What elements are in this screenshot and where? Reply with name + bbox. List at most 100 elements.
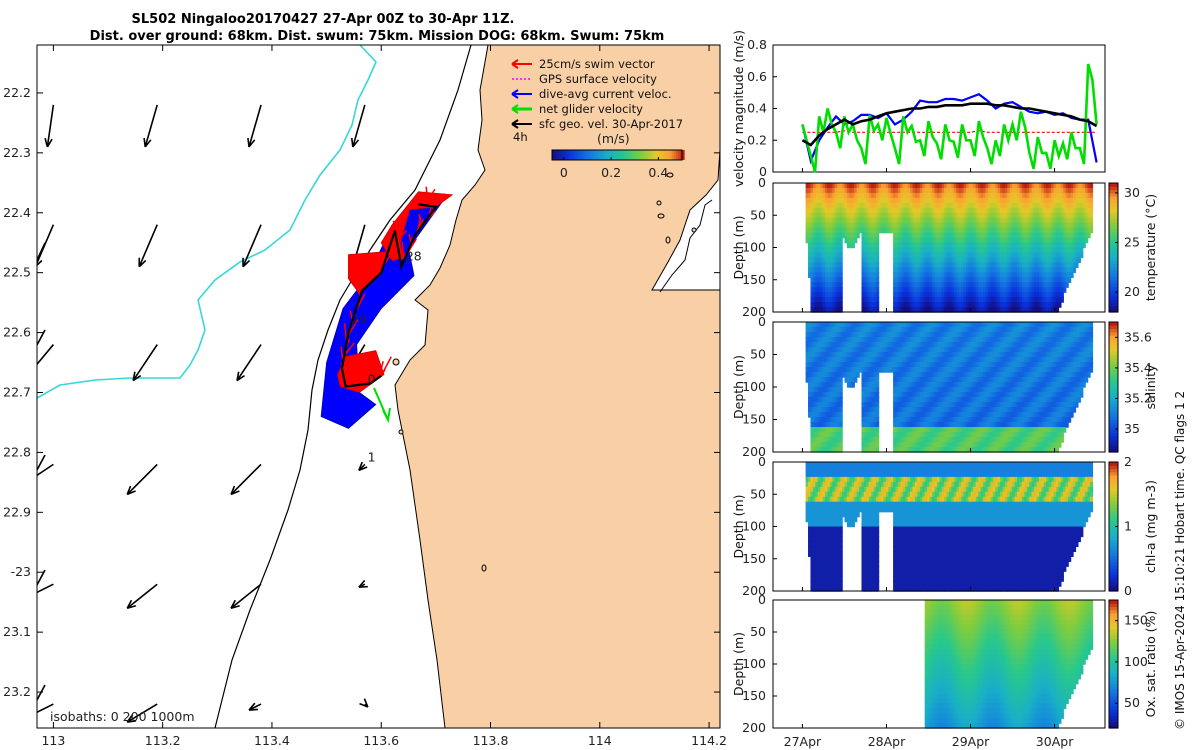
profile-cell: [948, 377, 953, 383]
profile-cell: [953, 407, 957, 413]
colorbar-cell: [560, 150, 563, 160]
profile-cell: [912, 187, 916, 194]
profile-cell: [990, 402, 994, 408]
profile-cell: [1041, 207, 1045, 214]
profile-cell: [825, 242, 829, 249]
profile-cell: [1034, 227, 1038, 234]
profile-cell: [956, 322, 960, 328]
profile-cell: [963, 267, 967, 274]
profile-cell: [961, 397, 965, 403]
profile-cell: [910, 402, 914, 408]
profile-cell: [907, 297, 911, 303]
profile-cell: [849, 357, 853, 363]
profile-cell: [939, 232, 943, 239]
profile-cell: [1026, 267, 1030, 274]
profile-cell: [878, 207, 882, 214]
profile-cell: [973, 232, 977, 239]
profile-cell: [951, 347, 955, 353]
profile-cell: [1019, 222, 1023, 229]
profile-cell: [815, 372, 819, 378]
profile-cell: [880, 202, 885, 209]
profile-cell: [934, 357, 938, 363]
profile-cell: [876, 297, 880, 303]
profile-cell: [919, 437, 923, 443]
profile-cell: [808, 337, 812, 343]
profile-cell: [902, 427, 906, 433]
profile-cell: [907, 397, 911, 403]
profile-cell: [829, 292, 834, 298]
profile-cell: [810, 242, 814, 249]
profile-cell: [900, 307, 904, 313]
profile-cell: [1048, 257, 1052, 264]
profile-cell: [941, 212, 945, 219]
legend-entry: dive-avg current veloc.: [511, 87, 672, 101]
profile-cell: [992, 302, 996, 308]
profile-cell: [961, 412, 965, 418]
profile-cell: [1017, 282, 1021, 288]
profile-cell: [995, 222, 999, 229]
profile-cell: [1058, 292, 1062, 298]
profile-cell: [893, 242, 897, 249]
profile-cell: [812, 417, 817, 423]
profile-cell: [1029, 292, 1033, 298]
profile-cell: [885, 352, 889, 358]
profile-cell: [958, 252, 962, 259]
profile-cell: [827, 217, 831, 224]
profile-cell: [897, 207, 902, 214]
profile-cell: [1036, 267, 1040, 274]
profile-cell: [963, 427, 967, 433]
profile-cell: [834, 362, 838, 368]
profile-cell: [856, 202, 860, 209]
profile-cell: [854, 357, 858, 363]
profile-cell: [1004, 242, 1009, 249]
profile-cell: [987, 267, 992, 274]
profile-cell: [1038, 297, 1043, 303]
profile-cell: [871, 322, 875, 328]
profile-cell: [985, 407, 989, 413]
profile-cell: [929, 297, 933, 303]
profile-cell: [812, 382, 817, 388]
profile-cell: [825, 447, 829, 453]
profile-cell: [1002, 227, 1006, 234]
profile-cell: [1038, 307, 1043, 313]
profile-cell: [939, 417, 943, 423]
profile-cell: [1072, 227, 1077, 234]
profile-cell: [1055, 232, 1060, 239]
profile-cell: [1019, 227, 1023, 234]
profile-cell: [837, 347, 841, 353]
profile-cell: [1065, 232, 1069, 239]
profile-cell: [958, 377, 962, 383]
profile-cell: [849, 242, 853, 249]
profile-cell: [1063, 237, 1067, 244]
profile-cell: [888, 227, 892, 234]
profile-cell: [902, 187, 906, 194]
arrow-shaft: [144, 104, 158, 148]
profile-cell: [1036, 297, 1040, 303]
profile-cell: [966, 417, 970, 423]
profile-cell: [834, 392, 838, 398]
profile-cell: [1068, 222, 1072, 229]
profile-cell: [810, 197, 814, 204]
profile-cell: [1082, 197, 1086, 204]
profile-cell: [983, 332, 987, 338]
profile-cell: [997, 387, 1001, 393]
profile-cell: [907, 387, 911, 393]
profile-cell: [880, 227, 885, 234]
profile-cell: [936, 222, 940, 229]
profile-cell: [973, 407, 977, 413]
profile-cell: [868, 332, 872, 338]
profile-cell: [1043, 272, 1047, 278]
profile-cell: [958, 212, 962, 219]
profile-cell: [1026, 217, 1030, 224]
profile-cell: [868, 267, 872, 274]
profile-cell: [890, 347, 894, 353]
profile-cell: [941, 342, 945, 348]
profile-cell: [1021, 277, 1026, 283]
profile-cell: [929, 402, 933, 408]
profile-cell: [837, 207, 841, 214]
profile-cell: [961, 187, 965, 194]
profile-cell: [997, 257, 1001, 264]
profile-cell: [808, 202, 812, 209]
profile-cell: [871, 237, 875, 244]
